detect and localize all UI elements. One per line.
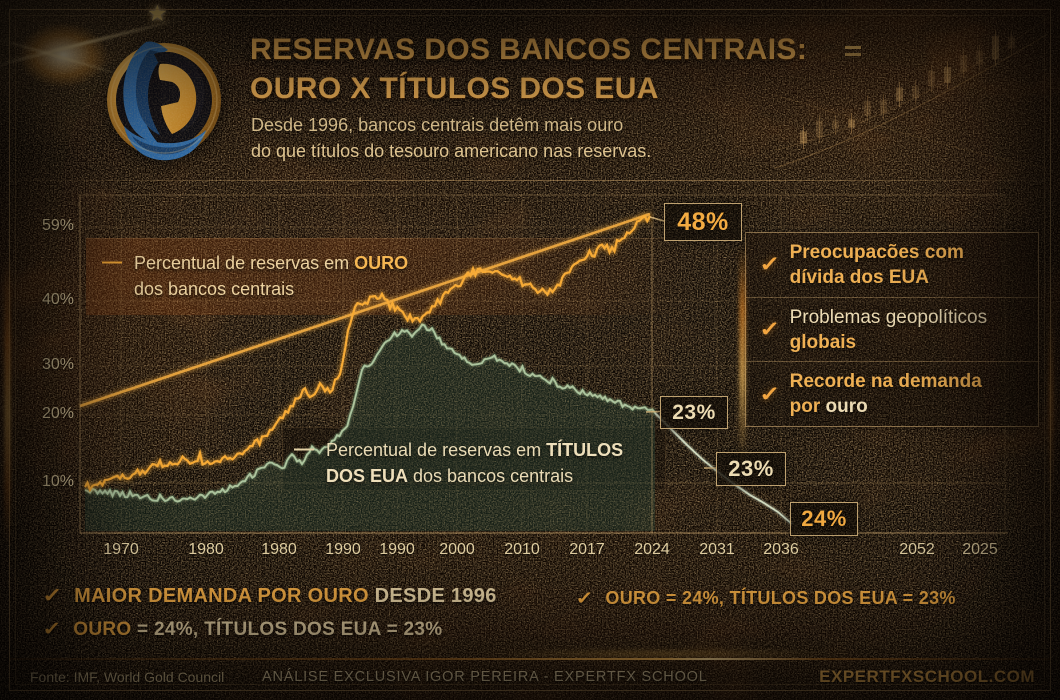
deco-candle-body (832, 121, 839, 130)
y-tick-20%: 20% (41, 405, 74, 422)
deco-candle-body (800, 131, 807, 144)
deco-candle-body (944, 67, 951, 84)
x-tick-1990: 1990 (325, 541, 361, 558)
deco-curve (774, 33, 1049, 169)
x-tick-1980: 1980 (188, 541, 224, 558)
x-tick-2031: 2031 (699, 541, 735, 558)
knight-helmet-logo (107, 41, 221, 161)
legend-gold-text2: dos bancos centrais (134, 279, 295, 299)
callout-24%: 24% (790, 502, 858, 536)
insight-text: Preocupacões com dívida dos EUA (789, 241, 964, 288)
check-icon: ✓ (575, 588, 594, 608)
deco-glint (845, 46, 861, 49)
analysis-credit: ANÁLISE EXCLUSIVA IGOR PEREIRA - EXPERTF… (262, 669, 708, 685)
callout-tick (645, 410, 661, 413)
insight-item-2: ✓ Problemas geopolíticos globais (746, 296, 1038, 362)
x-tick-2010: 2010 (504, 541, 540, 558)
callout-48%: 48% (664, 203, 742, 241)
footer-divider (10, 658, 1050, 660)
insight-text: Recorde na demanda por ouro (789, 371, 982, 418)
legend-gold-emphasis: OURO (354, 253, 409, 273)
callout-23%: 23% (716, 452, 786, 486)
deco-candle-body (896, 87, 903, 101)
header-divider (10, 180, 1050, 181)
y-tick-59%: 59% (41, 217, 74, 234)
legend-treasuries: — Percentual de reservas em TÍTULOS DOS … (294, 437, 666, 489)
x-tick-1970: 1970 (103, 541, 139, 558)
treasuries-line-swatch: — (294, 438, 314, 460)
legend-gold: — Percentual de reservas em OURO dos ban… (102, 250, 432, 302)
deco-candle-body (864, 101, 871, 116)
deco-curve (774, 94, 1049, 169)
summary-values-right: ✓ OURO = 24%, TÍTULOS DOS EUA = 23% (575, 588, 956, 608)
x-tick-2024: 2024 (634, 541, 670, 558)
deco-candle-body (912, 86, 919, 99)
x-tick-2036: 2036 (763, 541, 799, 558)
deco-curve (774, 17, 1049, 151)
callout-23%: 23% (660, 396, 728, 429)
deco-glint (845, 53, 861, 56)
legend-treasuries-emphasis2: DOS EUA (326, 466, 409, 486)
check-icon: ✓ (42, 585, 63, 607)
check-icon: ✓ (759, 318, 781, 341)
x-tick-2000: 2000 (439, 541, 475, 558)
page-title-line2: OURO X TÍTULOS DOS EUA (250, 72, 659, 105)
star-icon: ★ (147, 0, 168, 26)
page-title-line1: RESERVAS DOS BANCOS CENTRAIS: (250, 33, 808, 66)
deco-candle-body (992, 35, 999, 60)
deco-candle-body (928, 70, 935, 87)
deco-candle-body (976, 50, 983, 65)
website-link: EXPERTFXSCHOOL.COM (819, 667, 1035, 686)
legend-treasuries-text: Percentual de reservas em (326, 440, 547, 460)
legend-treasuries-emphasis: TÍTULOS (546, 440, 624, 460)
legend-gold-text: Percentual de reservas em (134, 253, 355, 273)
deco-candle-body (880, 99, 887, 114)
deco-candle-body (1008, 36, 1015, 49)
x-tick-1990: 1990 (379, 541, 415, 558)
y-tick-30%: 30% (41, 356, 74, 373)
deco-candle-body (848, 119, 855, 128)
x-tick-2017: 2017 (569, 541, 605, 558)
check-icon: ✓ (759, 253, 781, 277)
subtitle-line1: Desde 1996, bancos centrais detêm mais o… (251, 115, 624, 135)
y-tick-40%: 40% (41, 291, 74, 308)
x-tick-2052: 2052 (899, 541, 935, 558)
legend-treasuries-text2: dos bancos centrais (408, 466, 574, 486)
subtitle-line2: do que títulos do tesouro americano nas … (251, 141, 652, 161)
x-tick-2025: 2025 (962, 541, 998, 558)
insight-text: Problemas geopolíticos globais (789, 306, 988, 353)
x-tick-1980: 1980 (261, 541, 297, 558)
check-icon: ✓ (759, 382, 781, 406)
y-tick-10%: 10% (41, 473, 74, 490)
check-icon: ✓ (42, 619, 62, 640)
summary-values-left: ✓ OURO = 24%, TÍTULOS DOS EUA = 23% (42, 619, 443, 640)
gold-line-swatch: — (102, 251, 122, 273)
source-credit: Fonte: IMF, World Gold Council (30, 669, 225, 685)
deco-candle-body (960, 54, 967, 72)
deco-candle-body (816, 120, 823, 138)
insights-panel: ✓ Preocupacões com dívida dos EUA ✓ Problema… (745, 232, 1039, 427)
summary-demand-line: ✓ MAIOR DEMANDA POR OURO DESDE 1996 (42, 585, 497, 607)
insight-item-1: ✓ Preocupacões com dívida dos EUA (746, 233, 1038, 297)
insight-item-3: ✓ Recorde na demanda por ouro (746, 361, 1038, 426)
